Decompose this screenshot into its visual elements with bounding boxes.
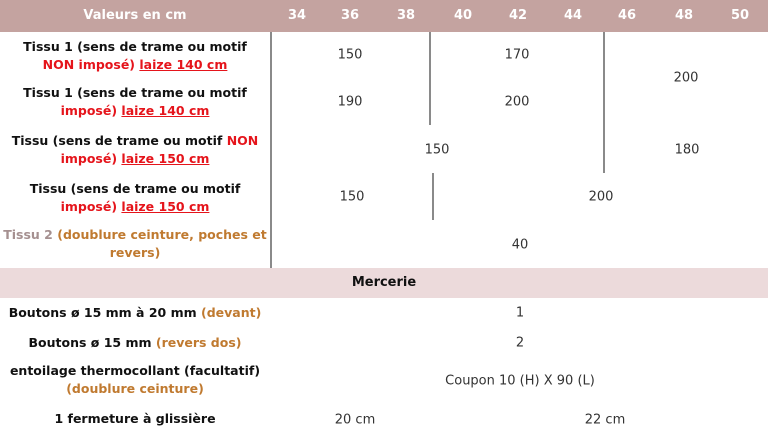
fabric-row-label: Tissu 2 (doublure ceinture, poches et re… <box>0 222 270 266</box>
value-cell: 200 <box>673 70 699 86</box>
value-cell: 20 cm <box>334 412 376 428</box>
mercerie-row-label: Boutons ø 15 mm à 20 mm (devant) <box>0 300 270 326</box>
label-segment: Tissu (sens de trame ou motif <box>11 133 227 148</box>
value-cell: 150 <box>339 189 365 205</box>
value-cell: 200 <box>504 94 530 110</box>
size-38: 38 <box>396 8 416 23</box>
label-segment: (revers dos) <box>155 335 242 350</box>
value-cell: 150 <box>424 142 450 158</box>
size-40: 40 <box>453 8 473 23</box>
mercerie-row-label: 1 fermeture à glissière <box>0 406 270 432</box>
table-header: Valeurs en cm 34 36 38 40 42 44 46 48 50 <box>0 0 768 32</box>
label-segment: laize 150 cm <box>121 199 210 214</box>
fabric-row-label: Tissu 1 (sens de trame ou motif NON impo… <box>0 34 270 78</box>
label-segment: imposé) <box>60 199 122 214</box>
label-segment: imposé) <box>74 57 136 72</box>
label-segment: NON <box>226 133 259 148</box>
fabric-row-label: Tissu (sens de trame ou motif NON imposé… <box>0 128 270 172</box>
label-segment: NON <box>42 57 75 72</box>
label-segment: 1 fermeture à glissière <box>54 411 216 426</box>
value-cell: 1 <box>515 305 525 321</box>
size-34: 34 <box>287 8 307 23</box>
label-segment: (doublure ceinture) <box>66 381 204 396</box>
value-cell: 190 <box>337 94 363 110</box>
label-segment: Boutons ø 15 mm <box>28 335 156 350</box>
value-cell: 170 <box>504 47 530 63</box>
label-segment: Tissu 1 (sens de trame ou motif <box>23 39 247 54</box>
label-segment: Boutons ø 15 mm à 20 mm <box>8 305 201 320</box>
label-segment: laize 150 cm <box>121 151 210 166</box>
size-48: 48 <box>674 8 694 23</box>
label-segment: Tissu 1 (sens de trame ou motif <box>23 85 247 100</box>
value-cell: 40 <box>511 237 529 253</box>
size-46: 46 <box>617 8 637 23</box>
label-segment: (devant) <box>200 305 262 320</box>
value-cell: 200 <box>588 189 614 205</box>
label-segment: entoilage thermocollant (facultatif) <box>9 363 261 378</box>
size-36: 36 <box>340 8 360 23</box>
mercerie-row-label: Boutons ø 15 mm (revers dos) <box>0 330 270 356</box>
value-cell: 180 <box>674 142 700 158</box>
value-cell: 150 <box>337 47 363 63</box>
label-segment: Tissu 2 <box>3 227 58 242</box>
value-cell: 2 <box>515 335 525 351</box>
value-cell: Coupon 10 (H) X 90 (L) <box>445 373 595 389</box>
column-divider <box>603 32 605 173</box>
column-divider <box>432 173 434 220</box>
fabric-row-label: Tissu (sens de trame ou motif imposé) la… <box>0 176 270 220</box>
size-44: 44 <box>563 8 583 23</box>
label-segment: Tissu (sens de trame ou motif <box>29 181 241 196</box>
label-segment: laize 140 cm <box>121 103 210 118</box>
label-segment: imposé) <box>60 151 122 166</box>
label-segment: laize 140 cm <box>139 57 228 72</box>
value-cell: 22 cm <box>584 412 626 428</box>
column-divider <box>429 32 431 125</box>
label-segment: imposé) <box>60 103 118 118</box>
size-42: 42 <box>508 8 528 23</box>
mercerie-section-header: Mercerie <box>0 268 768 298</box>
mercerie-row-label: entoilage thermocollant (facultatif) (do… <box>0 360 270 400</box>
column-divider <box>270 32 272 268</box>
label-segment: (doublure ceinture, poches et revers) <box>57 227 267 260</box>
fabric-row-label: Tissu 1 (sens de trame ou motif imposé) … <box>0 80 270 124</box>
size-50: 50 <box>730 8 750 23</box>
header-label: Valeurs en cm <box>83 8 187 23</box>
